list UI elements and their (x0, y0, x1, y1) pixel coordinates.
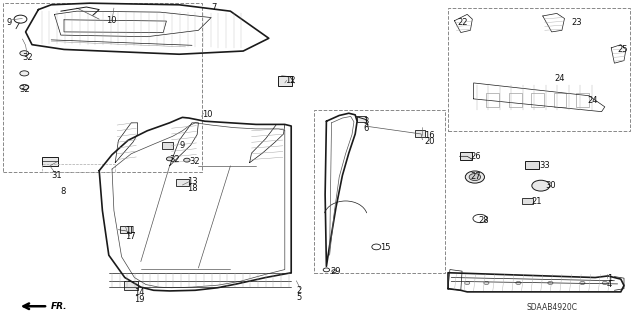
Bar (522, 198, 533, 204)
Text: 18: 18 (188, 184, 198, 193)
Text: 32: 32 (170, 155, 180, 164)
Bar (525, 161, 539, 169)
Ellipse shape (20, 71, 29, 76)
Text: 3: 3 (364, 117, 369, 126)
Text: 31: 31 (51, 171, 62, 180)
Text: 24: 24 (588, 96, 598, 105)
Text: 21: 21 (531, 197, 541, 206)
Bar (357, 116, 366, 122)
Ellipse shape (184, 158, 190, 162)
Text: 32: 32 (189, 157, 200, 166)
Bar (124, 281, 138, 290)
Bar (509, 93, 522, 107)
Bar (554, 93, 566, 107)
Text: 9: 9 (6, 18, 12, 27)
Ellipse shape (469, 174, 481, 181)
Text: 25: 25 (618, 45, 628, 54)
Text: 23: 23 (572, 18, 582, 27)
Ellipse shape (484, 281, 489, 285)
Text: 27: 27 (470, 172, 481, 181)
Bar (576, 93, 589, 107)
Text: 24: 24 (555, 74, 565, 83)
Text: 8: 8 (61, 187, 66, 196)
Text: SDAAB4920C: SDAAB4920C (526, 303, 577, 312)
Text: 6: 6 (364, 124, 369, 133)
Text: 22: 22 (458, 18, 468, 27)
Text: 5: 5 (296, 293, 301, 302)
Ellipse shape (580, 281, 585, 285)
Text: 12: 12 (285, 76, 295, 85)
Text: 14: 14 (134, 288, 145, 297)
Text: 10: 10 (106, 16, 116, 25)
Ellipse shape (548, 281, 553, 285)
Text: 10: 10 (202, 110, 212, 119)
Text: 33: 33 (540, 161, 550, 170)
Bar (448, 8, 630, 131)
Text: 32: 32 (22, 53, 33, 62)
Text: 15: 15 (380, 243, 390, 252)
Bar (120, 226, 131, 233)
Bar (531, 93, 544, 107)
Ellipse shape (516, 281, 521, 285)
Bar (314, 110, 445, 273)
Text: 29: 29 (330, 267, 340, 276)
Bar (42, 157, 58, 166)
Text: 28: 28 (479, 216, 490, 225)
Bar (486, 93, 499, 107)
Text: 16: 16 (424, 131, 435, 140)
Ellipse shape (465, 281, 470, 285)
Text: 30: 30 (545, 181, 556, 190)
Text: 4: 4 (607, 280, 612, 289)
Ellipse shape (166, 157, 173, 161)
Ellipse shape (465, 171, 484, 183)
Text: 11: 11 (125, 226, 135, 235)
Text: 13: 13 (188, 177, 198, 186)
Bar (176, 179, 189, 186)
Text: FR.: FR. (51, 302, 68, 311)
Bar (3, 3, 202, 172)
Bar (162, 142, 173, 149)
Text: 26: 26 (470, 152, 481, 161)
Ellipse shape (602, 281, 607, 285)
Bar (415, 130, 425, 137)
Ellipse shape (20, 51, 29, 56)
Ellipse shape (20, 85, 29, 90)
Bar (278, 76, 292, 86)
Text: 7: 7 (211, 4, 216, 12)
Text: 2: 2 (296, 286, 301, 295)
Text: 1: 1 (607, 274, 612, 283)
Text: 9: 9 (179, 141, 184, 150)
Ellipse shape (532, 180, 550, 191)
Text: 17: 17 (125, 232, 136, 241)
Text: 20: 20 (424, 137, 435, 146)
Text: 19: 19 (134, 295, 145, 304)
Text: 32: 32 (19, 85, 30, 94)
Bar (460, 152, 472, 160)
